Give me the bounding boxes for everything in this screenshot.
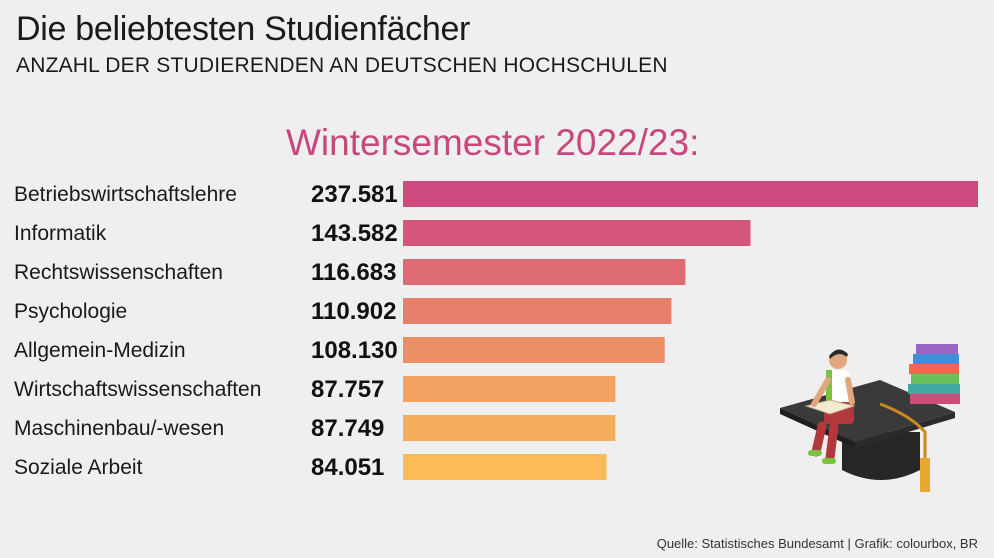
student-reading-on-graduation-cap-icon — [780, 344, 960, 492]
value-label: 84.051 — [311, 454, 384, 481]
source-note: Quelle: Statistisches Bundesamt | Grafik… — [656, 536, 978, 551]
category-label: Soziale Arbeit — [14, 456, 143, 479]
category-label: Wirtschaftswissenschaften — [14, 378, 261, 401]
chart-title: Wintersemester 2022/23: — [286, 122, 700, 163]
category-label: Psychologie — [14, 300, 127, 323]
category-label: Allgemein-Medizin — [14, 339, 186, 362]
page-title: Die beliebtesten Studienfächer — [16, 10, 471, 48]
value-label: 143.582 — [311, 220, 398, 247]
value-label: 116.683 — [311, 259, 396, 286]
bar — [403, 298, 672, 324]
page-subtitle: ANZAHL DER STUDIERENDEN AN DEUTSCHEN HOC… — [16, 54, 668, 77]
value-label: 110.902 — [311, 298, 396, 325]
bar — [403, 220, 751, 246]
value-label: 87.749 — [311, 415, 384, 442]
bar — [403, 376, 616, 402]
category-label: Rechtswissenschaften — [14, 261, 223, 284]
bar — [403, 454, 607, 480]
value-label: 108.130 — [311, 337, 398, 364]
category-label: Betriebswirtschaftslehre — [14, 183, 237, 206]
value-label: 237.581 — [311, 181, 398, 208]
value-label: 87.757 — [311, 376, 384, 403]
bar — [403, 181, 978, 207]
bar — [403, 337, 665, 363]
category-label: Maschinenbau/-wesen — [14, 417, 224, 440]
bar — [403, 259, 686, 285]
bar — [403, 415, 616, 441]
category-label: Informatik — [14, 222, 107, 245]
